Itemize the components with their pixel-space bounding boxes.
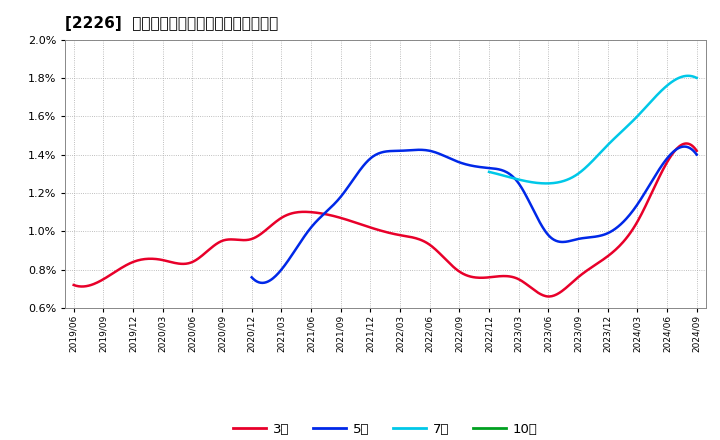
Text: [2226]  経常利益マージンの標準偏差の推移: [2226] 経常利益マージンの標準偏差の推移 (65, 16, 278, 32)
Legend: 3年, 5年, 7年, 10年: 3年, 5年, 7年, 10年 (228, 418, 542, 440)
